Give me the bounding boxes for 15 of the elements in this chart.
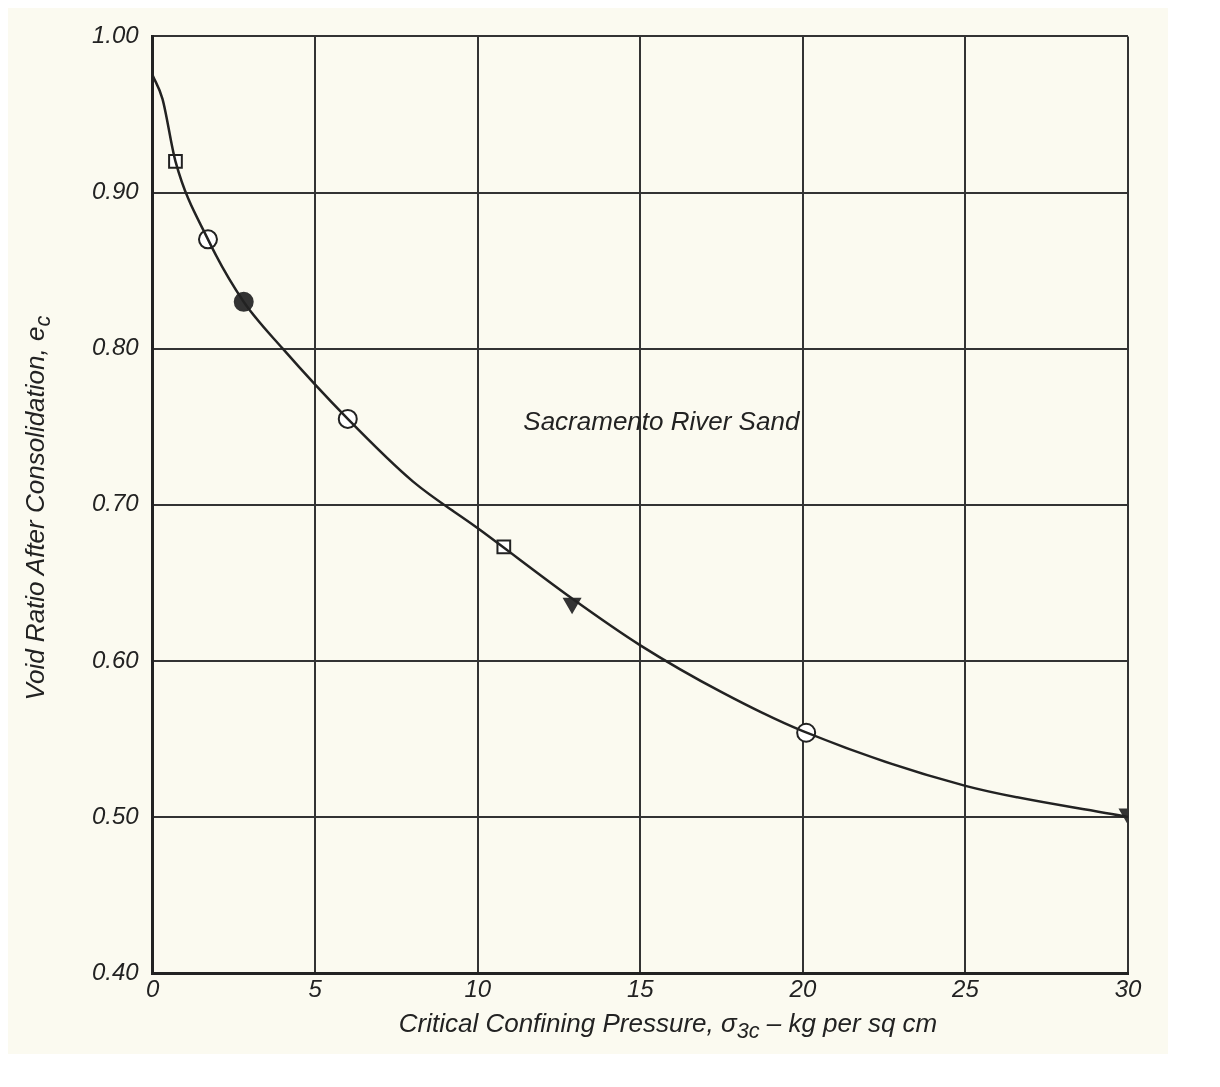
x-tick-label: 25 bbox=[951, 975, 980, 1003]
x-axis-title: Critical Confining Pressure, σ$_{3c}$ – kg per sq cm bbox=[397, 1008, 939, 1046]
y-tick-label: 0.70 bbox=[91, 489, 140, 517]
y-tick-label: 0.50 bbox=[91, 801, 140, 829]
y-tick-label: 0.60 bbox=[91, 645, 140, 673]
x-tick-label: 15 bbox=[627, 975, 655, 1003]
x-tick-label: 20 bbox=[788, 975, 817, 1003]
y-tick-label: 0.80 bbox=[91, 333, 140, 361]
y-tick-label: 1.00 bbox=[91, 21, 140, 49]
y-tick-label: 0.40 bbox=[91, 957, 140, 985]
x-tick-label: 30 bbox=[1114, 975, 1142, 1003]
x-tick-label: 0 bbox=[146, 975, 161, 1003]
x-tick-label: 5 bbox=[308, 975, 323, 1003]
x-tick-label: 10 bbox=[464, 975, 492, 1003]
y-tick-label: 0.90 bbox=[91, 177, 140, 205]
